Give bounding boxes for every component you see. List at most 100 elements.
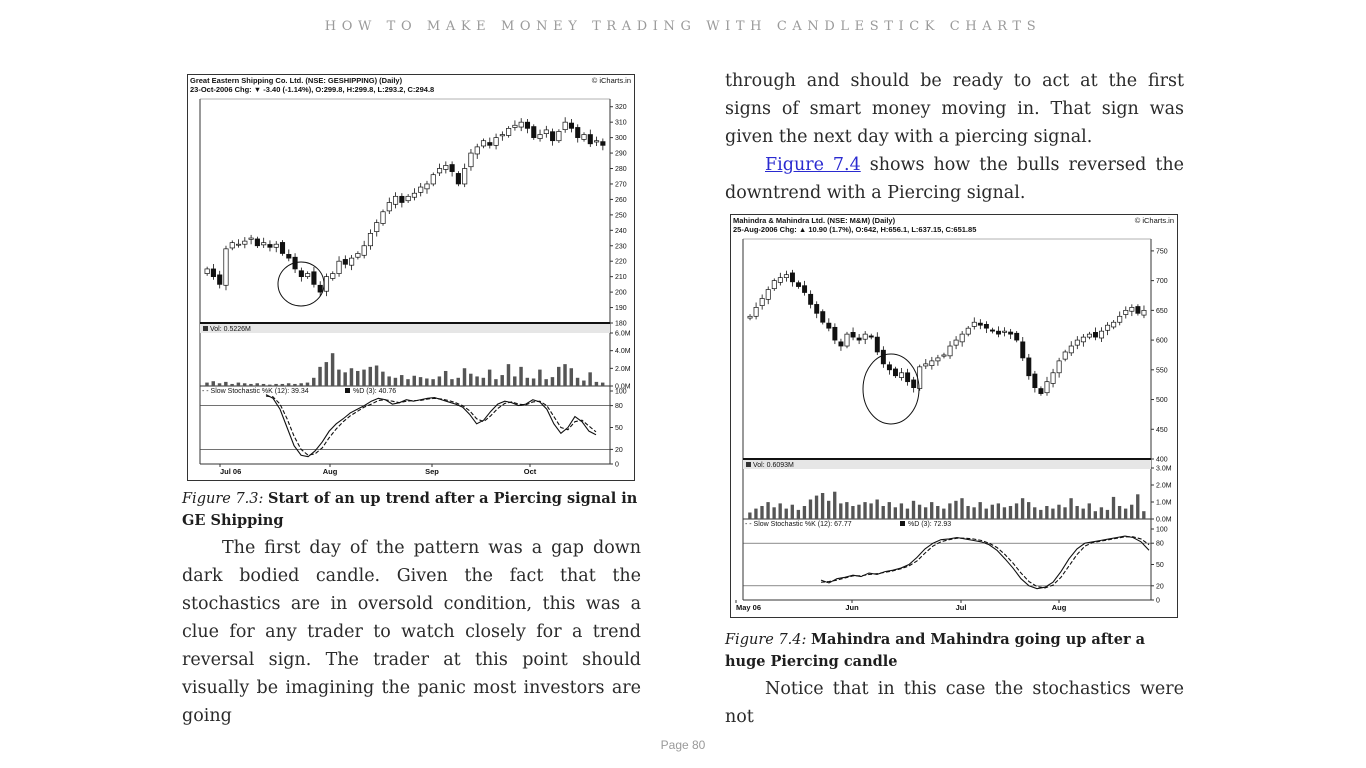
volume-bar — [748, 512, 752, 519]
candle-body — [977, 322, 983, 326]
candle-body — [1044, 381, 1050, 394]
stoch-legend-swatch — [345, 388, 350, 393]
candle-body — [594, 140, 600, 143]
candle-body — [330, 273, 336, 279]
volume-bar — [820, 493, 825, 519]
volume-bar — [387, 376, 391, 386]
stoch-tick-label: 0 — [1156, 598, 1160, 605]
candle-body — [229, 242, 235, 249]
candle-body — [1093, 332, 1098, 338]
price-tick-label: 250 — [615, 212, 627, 219]
candle-body — [543, 129, 549, 134]
left-column: Great Eastern Shipping Co. Ltd. (NSE: GE… — [182, 74, 641, 730]
volume-tick-label: 0.0M — [1156, 517, 1172, 524]
volume-bar — [525, 377, 530, 386]
candle-body — [305, 273, 311, 278]
volume-bar — [557, 366, 561, 386]
volume-bar — [1020, 498, 1025, 519]
candle-body — [1086, 333, 1092, 338]
candle-body — [917, 366, 923, 389]
body-paragraph: through and should be ready to act at th… — [725, 71, 1184, 147]
candle-body — [424, 183, 430, 190]
candle-body — [814, 304, 820, 314]
candle-body — [796, 282, 801, 287]
candle-body — [1032, 373, 1038, 388]
candle-body — [947, 345, 953, 357]
price-tick-label: 650 — [1156, 308, 1168, 315]
candle-body — [989, 329, 995, 332]
chart-header: Great Eastern Shipping Co. Ltd. (NSE: GE… — [190, 76, 434, 94]
candle-body — [254, 238, 260, 247]
price-tick-label: 210 — [615, 274, 627, 281]
volume-bar — [500, 375, 504, 386]
volume-bar — [550, 377, 555, 386]
candle-body — [323, 276, 330, 292]
volume-bar — [575, 377, 580, 386]
volume-bar — [917, 504, 922, 519]
volume-label-band — [743, 460, 1151, 469]
candle-body — [832, 326, 838, 341]
volume-bar — [393, 377, 398, 386]
volume-bar — [984, 508, 988, 519]
volume-bar — [594, 381, 599, 386]
candle-body — [367, 233, 374, 247]
price-tick-label: 260 — [615, 197, 627, 204]
candle-body — [783, 274, 789, 278]
stoch-legend-k: - - Slow Stochastic %K (12): 39.34 — [202, 388, 309, 395]
x-tick-label: Jul 06 — [220, 467, 241, 476]
volume-bar — [1105, 509, 1110, 519]
candle-body — [518, 121, 524, 128]
candle-body — [531, 126, 537, 138]
candle-body — [587, 134, 593, 145]
chart-title: Mahindra & Mahindra Ltd. (NSE: M&M) (Dai… — [733, 216, 896, 225]
volume-bar — [224, 381, 228, 386]
volume-bar — [274, 383, 278, 386]
candle-body — [411, 192, 417, 198]
stoch-tick-label: 50 — [1156, 562, 1164, 569]
price-tick-label: 550 — [1156, 367, 1168, 374]
volume-tick-label: 2.0M — [1156, 483, 1172, 490]
volume-bar — [569, 368, 574, 386]
price-tick-label: 190 — [615, 305, 627, 312]
x-tick-label: Aug — [323, 467, 338, 476]
candle-body — [911, 379, 917, 388]
piercing-highlight-circle — [862, 353, 920, 425]
candle-body — [747, 315, 753, 319]
candle-body — [820, 311, 826, 323]
chart-canvas: 7507006506005505004504003.0M2.0M1.0M0.0M… — [735, 238, 1172, 612]
volume-bar — [875, 499, 879, 519]
price-tick-label: 310 — [615, 120, 627, 127]
price-tick-label: 270 — [615, 181, 627, 188]
candle-body — [953, 339, 959, 346]
candle-body — [1135, 306, 1141, 314]
price-tick-label: 230 — [615, 243, 627, 250]
volume-legend-swatch — [203, 326, 208, 331]
candle-body — [1074, 339, 1080, 346]
volume-bar — [911, 500, 916, 519]
price-tick-label: 600 — [1156, 338, 1168, 345]
candle-body — [874, 336, 880, 353]
candle-body — [267, 244, 273, 248]
volume-bar — [869, 503, 873, 519]
candle-body — [850, 332, 856, 338]
volume-bar — [996, 503, 1001, 519]
volume-bar — [948, 503, 952, 519]
candle-body — [1056, 360, 1062, 374]
candle-body — [418, 186, 424, 193]
volume-bar — [481, 377, 486, 386]
figure-caption: Figure 7.4: Mahindra and Mahindra going … — [725, 629, 1184, 673]
x-tick-label: Jul — [956, 603, 967, 612]
figure-link[interactable]: Figure 7.4 — [765, 155, 861, 175]
volume-bar — [312, 377, 316, 386]
candle-body — [862, 333, 868, 340]
volume-bar — [930, 502, 934, 519]
volume-bar — [399, 375, 404, 386]
price-tick-label: 240 — [615, 228, 627, 235]
volume-bar — [381, 371, 385, 386]
stoch-k-line — [265, 394, 597, 458]
volume-bar — [469, 373, 473, 386]
volume-bar — [1014, 503, 1019, 519]
candle-body — [929, 360, 935, 366]
volume-bar — [356, 370, 360, 386]
volume-bar — [337, 369, 341, 386]
